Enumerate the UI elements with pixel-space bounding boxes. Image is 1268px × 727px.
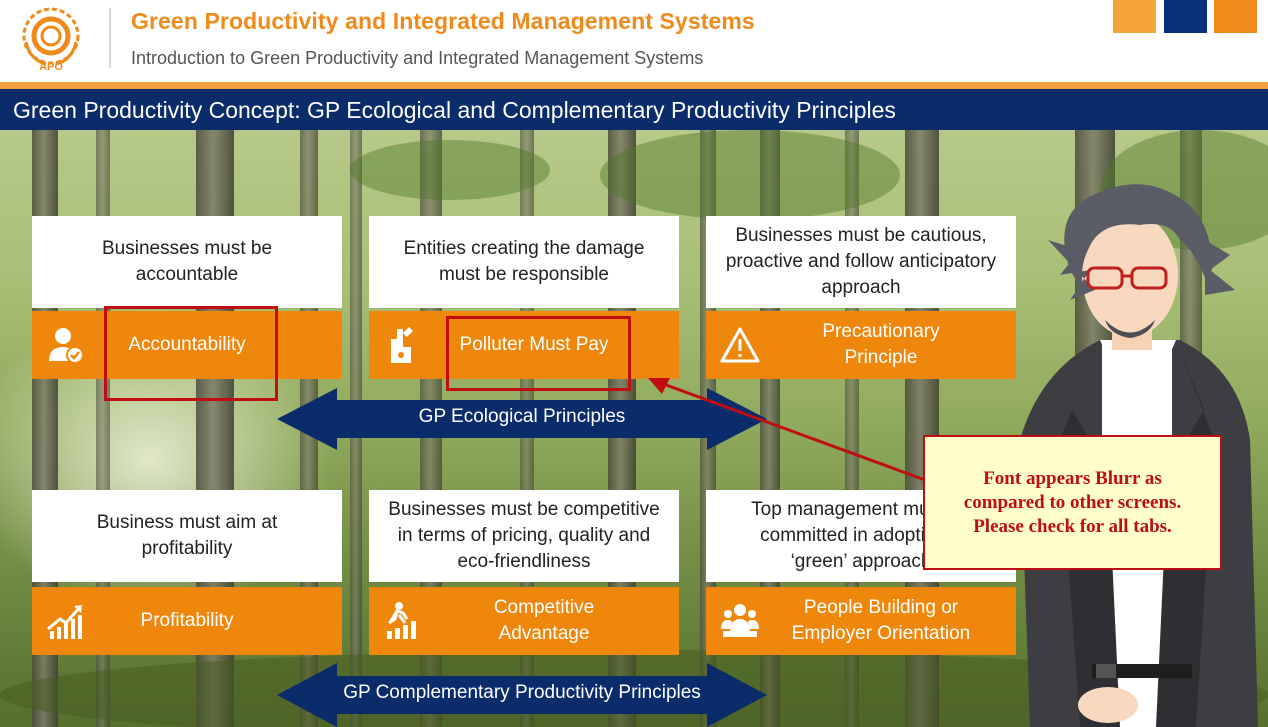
header-rule <box>0 82 1268 89</box>
accountability-tab[interactable]: Accountability <box>32 311 342 379</box>
apo-logo: APO <box>22 7 80 72</box>
profitability-label: Profitability <box>140 610 234 631</box>
growth-chart-icon <box>47 605 82 639</box>
slide-title: Green Productivity Concept: GP Ecologica… <box>13 97 896 123</box>
accountability-description: Businesses must be accountable <box>32 216 342 308</box>
factory-icon <box>391 327 413 363</box>
decor-square-navy <box>1164 0 1207 33</box>
accountability-label: Accountability <box>128 334 246 355</box>
ecological-principles-arrow <box>277 388 767 450</box>
warning-icon <box>720 327 760 363</box>
complementary-principles-arrow <box>277 663 767 727</box>
team-icon <box>721 604 759 637</box>
decor-square-orange <box>1214 0 1257 33</box>
complementary-principles-label: GP Complementary Productivity Principles <box>343 682 701 703</box>
course-subtitle: Introduction to Green Productivity and I… <box>131 48 704 68</box>
runner-bars-icon <box>387 602 416 639</box>
review-comment-note: Font appears Blurr as compared to other … <box>923 435 1222 570</box>
competitive-description: Businesses must be competitive in terms … <box>369 490 679 582</box>
review-arrow <box>648 378 926 482</box>
svg-text:APO: APO <box>39 61 63 72</box>
competitive-advantage-tab[interactable]: Competitive Advantage <box>369 587 679 655</box>
ecological-principles-label: GP Ecological Principles <box>418 406 626 427</box>
person-check-icon <box>49 328 84 364</box>
precautionary-principle-label: Precautionary Principle <box>822 321 940 368</box>
people-building-tab[interactable]: People Building or Employer Orientation <box>706 587 1016 655</box>
precautionary-principle-tab[interactable]: Precautionary Principle <box>706 311 1016 379</box>
polluter-must-pay-label: Polluter Must Pay <box>459 334 609 355</box>
logo-divider <box>109 8 111 68</box>
course-title: Green Productivity and Integrated Manage… <box>131 8 755 34</box>
polluter-must-pay-tab[interactable]: Polluter Must Pay <box>369 311 679 379</box>
people-building-label: People Building or Employer Orientation <box>791 597 971 644</box>
decor-square-orange-light <box>1113 0 1156 33</box>
review-highlight-accountability <box>104 306 278 401</box>
profitability-description: Business must aim at profitability <box>32 490 342 582</box>
polluter-description: Entities creating the damage must be res… <box>369 216 679 308</box>
profitability-tab[interactable]: Profitability <box>32 587 342 655</box>
competitive-advantage-label: Competitive Advantage <box>493 597 595 644</box>
slide-title-bar: Green Productivity Concept: GP Ecologica… <box>0 89 1268 130</box>
review-highlight-polluter <box>446 316 631 391</box>
precautionary-description: Businesses must be cautious, proactive a… <box>706 216 1016 308</box>
course-header: APO Green Productivity and Integrated Ma… <box>0 0 1268 82</box>
